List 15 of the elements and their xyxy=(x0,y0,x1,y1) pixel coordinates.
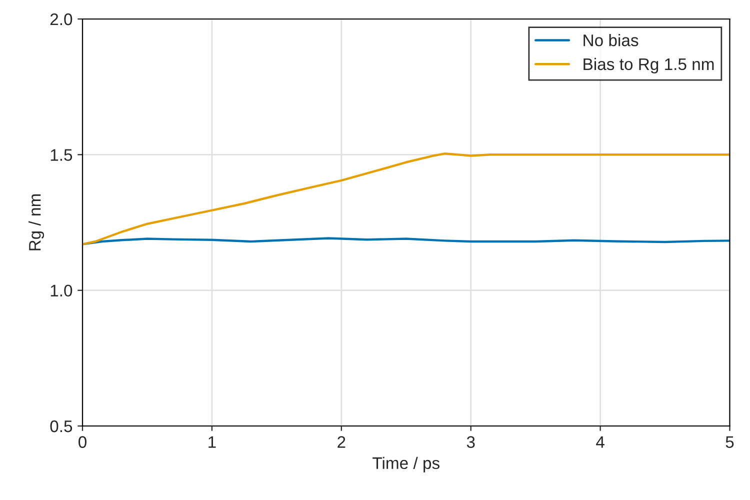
y-tick-label: 0.5 xyxy=(50,420,72,432)
y-tick-label: 1.5 xyxy=(50,149,72,161)
x-tick-label: 1 xyxy=(208,436,216,448)
y-tick-label: 2.0 xyxy=(50,13,72,26)
x-tick-label: 3 xyxy=(466,436,475,448)
x-tick-label: 5 xyxy=(726,436,734,448)
x-tick-label: 2 xyxy=(338,436,346,448)
line-series xyxy=(82,152,730,246)
y-tick-label: 1.0 xyxy=(50,284,72,297)
y-axis-title: Rg / nm xyxy=(28,194,44,250)
legend-label: Bias to Rg 1.5 nm xyxy=(584,58,714,74)
x-tick-label: 0 xyxy=(78,436,86,448)
x-tick-label: 4 xyxy=(596,436,604,448)
legend-label: No bias xyxy=(584,34,638,46)
x-axis-title: Time / ps xyxy=(372,456,440,472)
